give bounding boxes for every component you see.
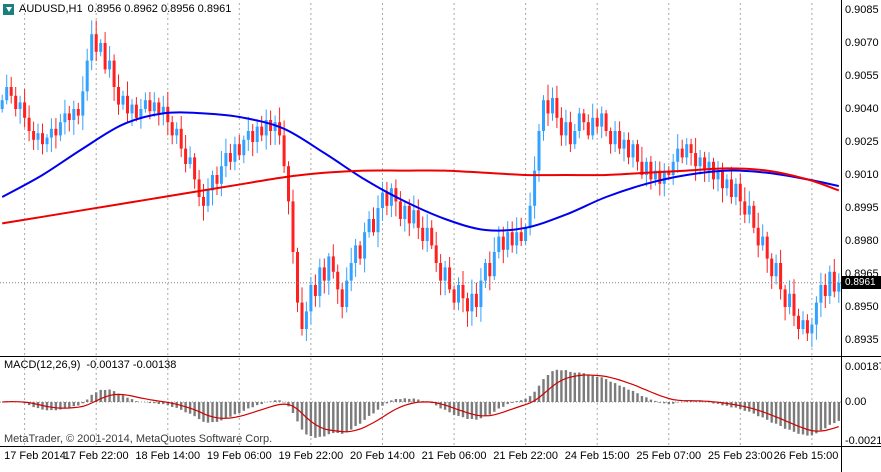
macd-axis-label: -0.00211 bbox=[845, 435, 881, 448]
price-axis-label: 0.9040 bbox=[845, 103, 879, 115]
time-axis-label: 18 Feb 14:00 bbox=[135, 450, 201, 462]
macd-histogram-layer bbox=[5, 369, 840, 438]
macd-name: MACD(12,26,9) bbox=[4, 359, 81, 371]
price-axis[interactable]: 0.9085 0.9070 0.9055 0.9040 0.9025 0.9010 0.89… bbox=[842, 0, 881, 472]
time-axis-label: 17 Feb 2014 bbox=[4, 450, 66, 462]
price-axis-label: 0.9070 bbox=[845, 37, 879, 49]
time-axis-label: 19 Feb 22:00 bbox=[278, 450, 344, 462]
symbol-marker-icon bbox=[3, 3, 14, 15]
ma-blue-line bbox=[1, 111, 840, 232]
time-axis-label: 17 Feb 22:00 bbox=[63, 450, 129, 462]
time-axis-label: 24 Feb 15:00 bbox=[564, 450, 630, 462]
price-axis-label: 0.9085 bbox=[845, 4, 879, 16]
time-axis-label: 20 Feb 14:00 bbox=[350, 450, 415, 462]
symbol-overlay: AUDUSD,H1 0.8956 0.8962 0.8956 0.8961 bbox=[3, 3, 231, 15]
current-price-box: 0.8961 bbox=[842, 276, 881, 290]
time-axis-label: 21 Feb 22:00 bbox=[493, 450, 559, 462]
macd-axis-label: 0.00 bbox=[845, 396, 867, 408]
price-axis-label: 0.9010 bbox=[845, 169, 879, 181]
macd-values: -0.00137 -0.00138 bbox=[86, 359, 177, 371]
macd-axis-label: 0.00187 bbox=[845, 361, 881, 374]
price-axis-label: 0.8935 bbox=[845, 334, 879, 346]
ma-red-line bbox=[2, 167, 840, 225]
price-axis-label: 0.8995 bbox=[845, 202, 879, 214]
time-axis-label: 21 Feb 06:00 bbox=[421, 450, 487, 462]
price-axis-label: 0.9055 bbox=[845, 70, 879, 82]
price-axis-label: 0.8980 bbox=[845, 235, 879, 247]
time-axis-label: 25 Feb 23:00 bbox=[707, 450, 773, 462]
time-axis-label: 26 Feb 15:00 bbox=[773, 450, 839, 462]
price-axis-label: 0.9025 bbox=[845, 136, 879, 148]
time-axis-label: 19 Feb 06:00 bbox=[206, 450, 272, 462]
time-axis-label: 25 Feb 07:00 bbox=[636, 450, 702, 462]
macd-indicator-label: MACD(12,26,9) -0.00137 -0.00138 bbox=[4, 359, 182, 371]
symbol-timeframe-label: AUDUSD,H1 bbox=[19, 3, 83, 15]
price-axis-label: 0.8950 bbox=[845, 301, 879, 313]
time-axis[interactable]: 17 Feb 2014 17 Feb 22:00 18 Feb 14:00 19 Fe… bbox=[0, 448, 841, 472]
quote-ohlc-text: 0.8956 0.8962 0.8956 0.8961 bbox=[87, 3, 232, 15]
copyright-watermark: MetaTrader, © 2001-2014, MetaQuotes Soft… bbox=[4, 433, 273, 445]
macd-signal-line bbox=[2, 374, 839, 433]
candles-layer bbox=[0, 20, 841, 348]
